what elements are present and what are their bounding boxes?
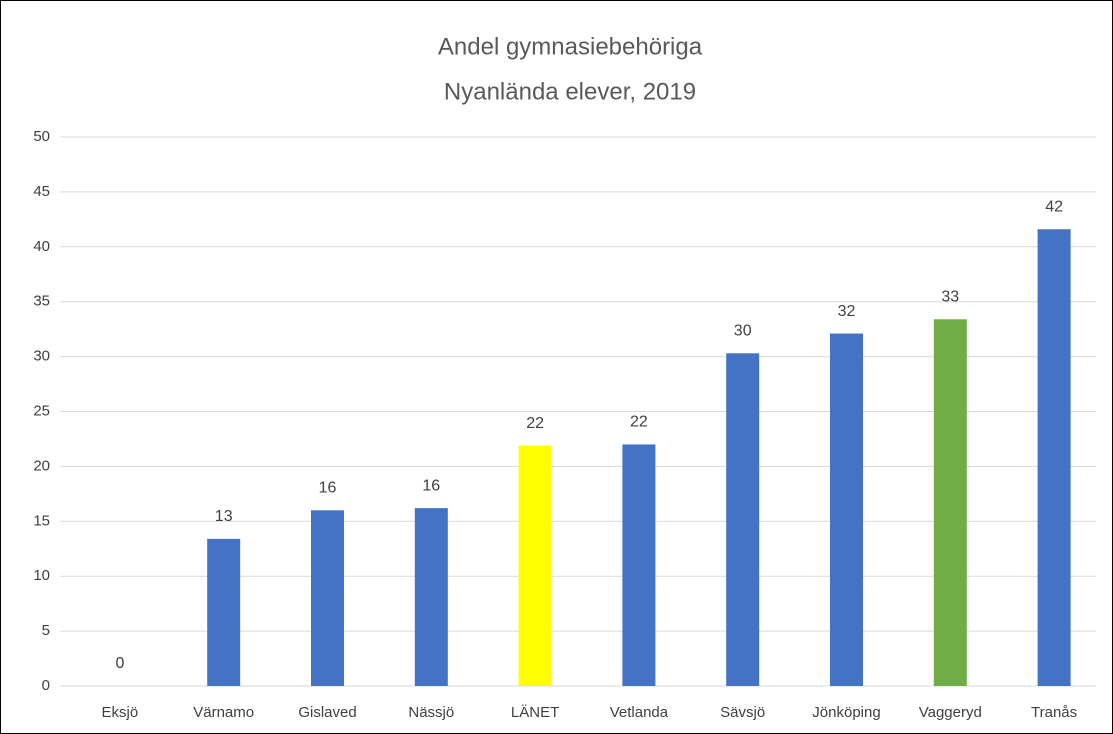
bar [207,538,241,686]
bar [311,510,344,686]
y-tick-label: 5 [42,622,50,639]
y-tick-label: 15 [33,512,50,529]
y-tick-label: 40 [33,238,50,255]
value-label: 22 [526,415,544,432]
y-tick-label: 10 [33,567,50,584]
y-tick-label: 45 [33,183,50,200]
value-label: 13 [215,508,233,525]
value-label: 22 [630,414,648,431]
bar [414,508,448,686]
chart-title: Andel gymnasiebehöriga [438,33,703,60]
value-label: 33 [941,288,959,305]
y-tick-label: 0 [42,677,50,694]
value-label: 16 [422,477,440,494]
y-tick-label: 35 [33,293,50,310]
value-label: 42 [1045,198,1063,215]
x-tick-label: Gislaved [298,704,356,721]
x-tick-label: Jönköping [812,704,880,721]
x-tick-label: Nässjö [408,704,454,721]
y-tick-label: 30 [33,348,50,365]
bar [830,333,863,686]
y-tick-label: 50 [33,128,50,145]
x-tick-label: Vetlanda [610,704,669,721]
x-tick-label: LÄNET [511,704,559,721]
value-label: 0 [115,655,124,672]
bar [726,353,760,686]
x-tick-label: Sävsjö [720,704,765,721]
bar [1037,229,1071,686]
x-tick-label: Tranås [1031,704,1077,721]
y-tick-label: 20 [33,457,50,474]
value-label: 30 [734,323,752,340]
bar [622,444,656,686]
x-tick-label: Eksjö [102,704,139,721]
x-tick-label: Vaggeryd [919,704,982,721]
bar [518,445,552,686]
chart-subtitle: Nyanlända elever, 2019 [444,78,696,105]
x-tick-label: Värnamo [193,704,254,721]
bar [933,319,967,686]
value-label: 16 [319,480,337,497]
y-tick-label: 25 [33,402,50,419]
value-label: 32 [838,303,856,320]
